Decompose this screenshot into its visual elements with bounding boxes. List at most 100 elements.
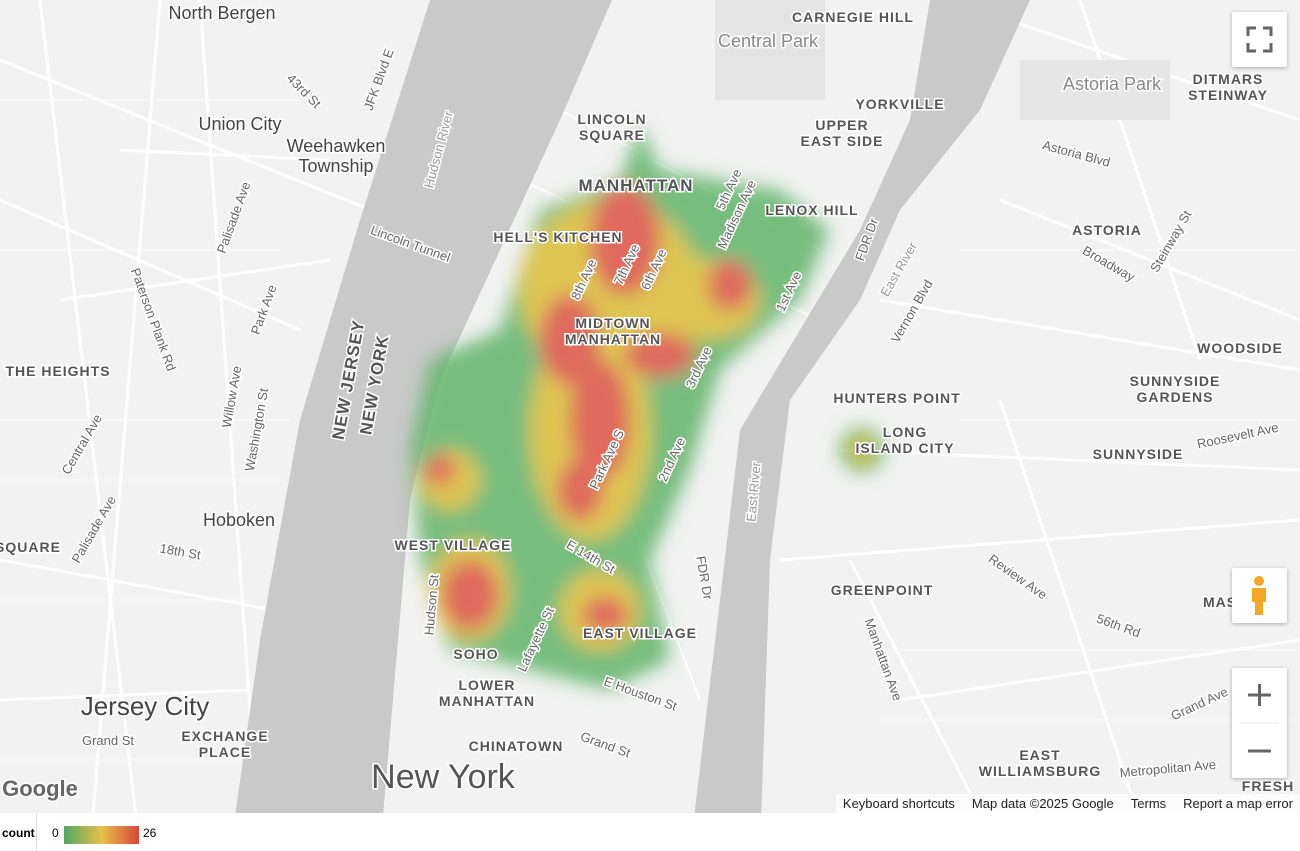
label-line: Weehawken	[287, 136, 386, 156]
place-label: Hoboken	[203, 510, 275, 530]
place-label: THE HEIGHTS	[5, 363, 110, 379]
label-line: New York	[371, 758, 516, 796]
street-view-pegman[interactable]	[1232, 568, 1287, 623]
place-label: CARNEGIE HILL	[792, 9, 914, 25]
place-label: SUNNYSIDE	[1093, 446, 1184, 462]
label-line: Jersey City	[81, 691, 210, 721]
label-line: EAST SIDE	[801, 133, 884, 149]
legend-title: count	[2, 826, 35, 840]
label-line: Hoboken	[203, 510, 275, 530]
place-label: LOWER MANHATTAN	[439, 677, 535, 709]
label-line: WEST VILLAGE	[395, 537, 512, 553]
label-line: WILLIAMSBURG	[979, 763, 1101, 779]
legend-min: 0	[52, 826, 59, 840]
label-line: SQUARE	[0, 539, 61, 555]
fullscreen-button[interactable]	[1232, 12, 1287, 67]
place-label: LINCOLN SQUARE	[577, 111, 646, 143]
label-line: Hudson St	[422, 574, 442, 636]
label-line: FRESH	[1242, 778, 1294, 794]
place-label: North Bergen	[168, 3, 275, 23]
zoom-icons	[1240, 684, 1279, 753]
place-label: UPPER EAST SIDE	[801, 117, 884, 149]
label-line: EAST VILLAGE	[583, 625, 697, 641]
place-label: GREENPOINT	[831, 582, 934, 598]
label-line: Union City	[198, 114, 281, 134]
place-label: ASTORIA	[1072, 222, 1142, 238]
label-line: SUNNYSIDE	[1130, 373, 1221, 389]
label-line: Astoria Park	[1063, 74, 1162, 94]
heatmap	[410, 125, 884, 690]
place-label: FRESH	[1242, 778, 1294, 794]
label-line: East River	[744, 461, 764, 523]
label-line: North Bergen	[168, 3, 275, 23]
east-river	[694, 0, 1030, 813]
attribution-text: Map data ©2025 Google	[971, 796, 1114, 811]
label-line: THE HEIGHTS	[5, 363, 110, 379]
place-label: EXCHANGE PLACE	[181, 728, 268, 760]
place-label: HELL'S KITCHEN	[493, 229, 622, 245]
map[interactable]: North Bergen Union City Weehawken Township H…	[0, 0, 1300, 813]
label-line: MANHATTAN	[439, 693, 535, 709]
label-line: GARDENS	[1136, 389, 1213, 405]
label-line: YORKVILLE	[855, 96, 944, 112]
label-line: LINCOLN	[577, 111, 646, 127]
park	[1020, 60, 1170, 120]
label-line: EXCHANGE	[181, 728, 268, 744]
label-line: STEINWAY	[1188, 87, 1268, 103]
legend: count 0 26	[0, 813, 1300, 851]
label-line: ISLAND CITY	[856, 440, 955, 456]
label-line: SUNNYSIDE	[1093, 446, 1184, 462]
label-line: HELL'S KITCHEN	[493, 229, 622, 245]
place-label: New York	[371, 758, 516, 796]
label-line: CHINATOWN	[469, 738, 564, 754]
place-label: YORKVILLE	[855, 96, 944, 112]
place-label: MANHATTAN	[578, 176, 693, 195]
place-label: Grand St	[82, 733, 134, 748]
label-line: LONG	[883, 424, 927, 440]
place-label: DITMARS STEINWAY	[1188, 71, 1268, 103]
label-line: Township	[298, 156, 373, 176]
place-label: MAS	[1203, 594, 1237, 610]
label-line: CARNEGIE HILL	[792, 9, 914, 25]
place-label: Astoria Park	[1063, 74, 1162, 94]
place-label: Jersey City	[81, 691, 210, 721]
place-label: SQUARE	[0, 539, 61, 555]
attribution-link[interactable]: Keyboard shortcuts	[842, 796, 955, 811]
google-logo[interactable]: Google	[1, 775, 80, 803]
legend-divider	[36, 813, 37, 851]
place-label: EAST WILLIAMSBURG	[979, 747, 1101, 779]
legend-max: 26	[143, 826, 157, 840]
label-line: MAS	[1203, 594, 1237, 610]
place-label: Weehawken Township	[287, 136, 386, 176]
label-line: Central Park	[718, 31, 819, 51]
place-label: Union City	[198, 114, 281, 134]
place-label: WEST VILLAGE	[395, 537, 512, 553]
place-label: EAST VILLAGE	[583, 625, 697, 641]
place-label: HUNTERS POINT	[833, 390, 960, 406]
label-line: HUNTERS POINT	[833, 390, 960, 406]
street-grid	[0, 99, 1300, 761]
place-label: East River	[744, 461, 764, 523]
label-line: GREENPOINT	[831, 582, 934, 598]
place-label: Central Park	[718, 31, 819, 51]
place-label: SUNNYSIDE GARDENS	[1130, 373, 1221, 405]
label-line: DITMARS	[1193, 71, 1264, 87]
label-line: MANHATTAN	[578, 176, 693, 195]
label-line: ASTORIA	[1072, 222, 1142, 238]
pegman-icon	[1252, 576, 1266, 615]
place-label: Hudson St	[422, 574, 442, 636]
fullscreen-icon	[1246, 26, 1273, 53]
label-line: MANHATTAN	[565, 331, 661, 347]
label-line: PLACE	[199, 744, 251, 760]
attribution-link[interactable]: Terms	[1130, 796, 1167, 811]
place-label: LONG ISLAND CITY	[856, 424, 955, 456]
place-label: CHINATOWN	[469, 738, 564, 754]
place-label: MIDTOWN MANHATTAN	[565, 315, 661, 347]
attribution: Keyboard shortcuts Map data ©2025 Google…	[835, 794, 1300, 813]
label-line: LENOX HILL	[765, 202, 858, 218]
label-line: SQUARE	[579, 127, 645, 143]
attribution-link[interactable]: Report a map error	[1183, 796, 1293, 811]
label-line: MIDTOWN	[575, 315, 650, 331]
zoom-in[interactable]	[1248, 684, 1271, 706]
